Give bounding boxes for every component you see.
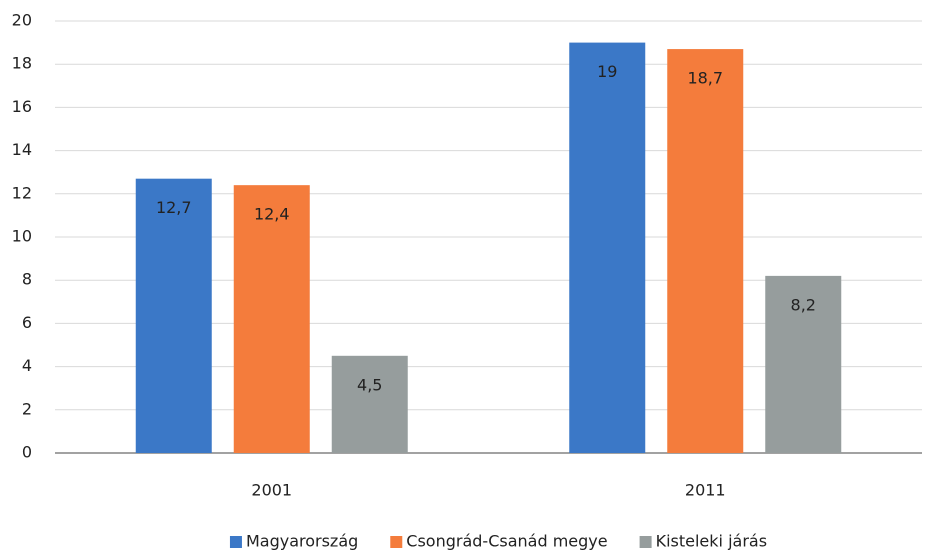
legend-label: Kisteleki járás <box>656 532 767 551</box>
value-label: 12,7 <box>156 198 192 217</box>
legend-swatch <box>390 536 403 548</box>
legend-label: Csongrád-Csanád megye <box>406 532 607 551</box>
bar <box>331 355 408 453</box>
bar <box>667 49 744 453</box>
y-tick-label: 12 <box>12 183 32 202</box>
bar <box>569 42 646 453</box>
y-tick-label: 10 <box>12 227 32 246</box>
legend-swatch <box>639 536 652 548</box>
x-tick-label: 2001 <box>251 481 292 500</box>
bar <box>765 275 842 453</box>
legend-swatch <box>229 536 242 548</box>
legend-label: Magyarország <box>246 532 358 551</box>
bar <box>135 178 212 453</box>
value-label: 19 <box>597 62 617 81</box>
y-tick-label: 2 <box>22 399 32 418</box>
value-label: 8,2 <box>791 295 816 314</box>
value-label: 18,7 <box>687 69 723 88</box>
y-tick-label: 0 <box>22 443 32 462</box>
value-label: 4,5 <box>357 375 382 394</box>
bar <box>233 185 310 453</box>
y-tick-label: 4 <box>22 356 32 375</box>
y-tick-label: 14 <box>12 140 32 159</box>
x-tick-label: 2011 <box>685 481 726 500</box>
y-tick-label: 20 <box>12 11 32 30</box>
y-tick-label: 18 <box>12 54 32 73</box>
y-tick-label: 6 <box>22 313 32 332</box>
y-tick-label: 16 <box>12 97 32 116</box>
y-tick-label: 8 <box>22 270 32 289</box>
value-label: 12,4 <box>254 205 290 224</box>
